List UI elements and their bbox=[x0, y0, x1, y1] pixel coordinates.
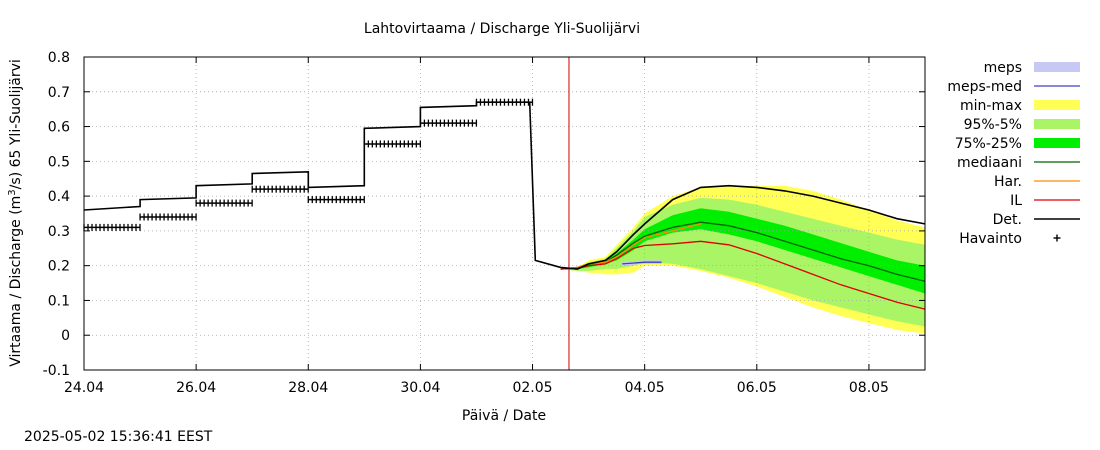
y-tick-label: 0.7 bbox=[48, 85, 70, 101]
y-tick-label: 0.6 bbox=[48, 120, 70, 136]
chart-title: Lahtovirtaama / Discharge Yli-Suolijärvi bbox=[364, 21, 640, 37]
x-tick-label: 06.05 bbox=[737, 380, 777, 396]
legend-swatch-min-max bbox=[1034, 100, 1080, 110]
timestamp: 2025-05-02 15:36:41 EEST bbox=[24, 429, 213, 445]
series-line-il bbox=[560, 240, 926, 310]
band-75-25 bbox=[560, 208, 925, 294]
legend-label-min-max: min-max bbox=[960, 98, 1022, 114]
x-tick-label: 04.05 bbox=[625, 380, 665, 396]
y-tick-label: 0.3 bbox=[48, 224, 70, 240]
plot-frame bbox=[83, 56, 926, 371]
legend-label-meps: meps bbox=[984, 60, 1022, 76]
legend-label-meps-med: meps-med bbox=[947, 79, 1022, 95]
series-line-meps-med bbox=[622, 261, 662, 265]
legend-label-il: IL bbox=[1010, 193, 1022, 209]
legend: meps meps-med min-max 95%-5% 75%-25% mediaani… bbox=[947, 60, 1080, 247]
y-tick-label: 0.1 bbox=[48, 293, 70, 309]
legend-label-75-25: 75%-25% bbox=[955, 136, 1022, 152]
x-tick-label: 26.04 bbox=[176, 380, 216, 396]
legend-label-det: Det. bbox=[993, 212, 1022, 228]
x-tick-label: 28.04 bbox=[288, 380, 328, 396]
y-tick-label: -0.1 bbox=[43, 363, 70, 379]
observation-markers bbox=[83, 98, 534, 231]
y-axis: -0.1 0 0.1 0.2 0.3 0.4 0.5 0.6 0.7 0.8 bbox=[43, 50, 925, 379]
forecast-bands bbox=[560, 185, 925, 334]
y-axis-label: Virtaama / Discharge (m3/s) 65 Yli-Suoli… bbox=[7, 59, 25, 367]
y-tick-label: 0.4 bbox=[48, 189, 70, 205]
x-tick-label: 08.05 bbox=[849, 380, 889, 396]
y-tick-label: 0.2 bbox=[48, 259, 70, 275]
x-tick-label: 02.05 bbox=[512, 380, 552, 396]
x-axis-label: Päivä / Date bbox=[462, 408, 546, 424]
series-line-har bbox=[560, 223, 701, 270]
legend-swatch-95-5 bbox=[1034, 119, 1080, 129]
x-axis: 24.04 26.04 28.04 30.04 02.05 04.05 06.05 08.05 bbox=[64, 57, 889, 396]
legend-label-mediaani: mediaani bbox=[957, 155, 1022, 171]
legend-label-har: Har. bbox=[994, 174, 1022, 190]
y-tick-label: 0.8 bbox=[48, 50, 70, 66]
legend-swatch-meps bbox=[1034, 62, 1080, 72]
x-tick-label: 24.04 bbox=[64, 380, 104, 396]
legend-swatch-75-25 bbox=[1034, 138, 1080, 148]
legend-label-95-5: 95%-5% bbox=[964, 117, 1022, 133]
series-line-det bbox=[83, 101, 926, 270]
grid bbox=[84, 57, 925, 370]
x-tick-label: 30.04 bbox=[400, 380, 440, 396]
legend-label-havainto: Havainto bbox=[959, 231, 1022, 247]
forecast-lines bbox=[83, 101, 926, 310]
y-tick-label: 0.5 bbox=[48, 154, 70, 170]
y-tick-label: 0 bbox=[61, 328, 70, 344]
